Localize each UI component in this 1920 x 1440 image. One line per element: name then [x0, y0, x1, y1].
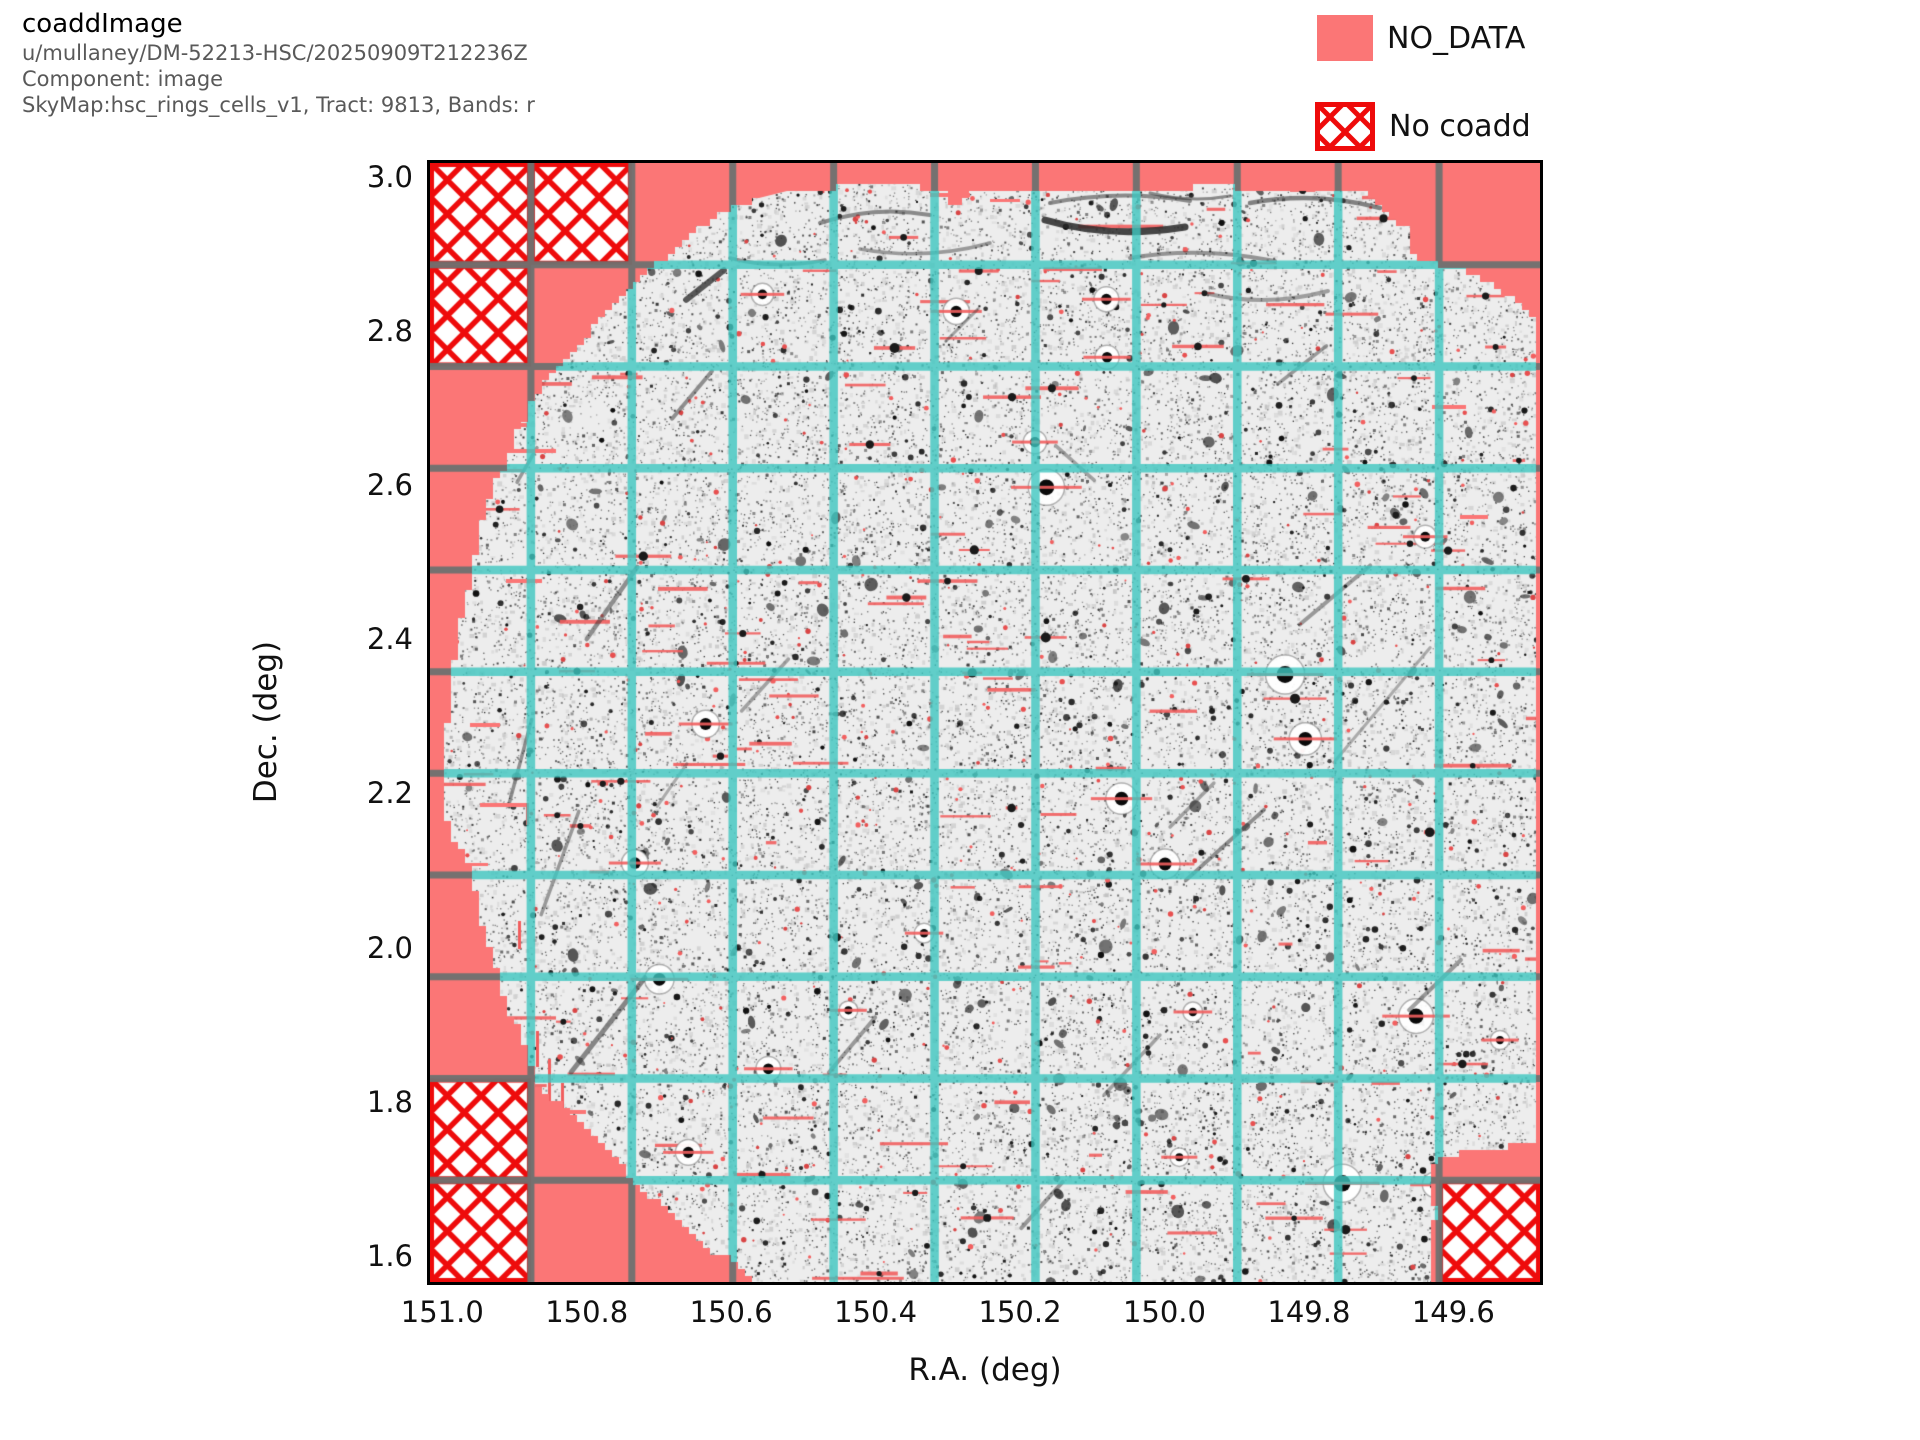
no-coadd-swatch	[1315, 102, 1375, 151]
legend-item-no-data: NO_DATA	[1317, 15, 1525, 61]
x-axis-label: R.A. (deg)	[908, 1352, 1062, 1388]
x-tick-label: 150.6	[689, 1295, 773, 1329]
y-tick-label: 2.6	[366, 468, 413, 503]
x-tick-label: 151.0	[400, 1295, 484, 1329]
x-tick-label: 150.4	[834, 1295, 918, 1329]
no-data-label: NO_DATA	[1387, 20, 1526, 56]
y-tick-label: 1.6	[366, 1238, 413, 1273]
no-coadd-label: No coadd	[1389, 109, 1531, 144]
figure-title: coaddImage	[22, 9, 183, 39]
figure-header: coaddImage u/mullaney/DM-52213-HSC/20250…	[22, 8, 535, 118]
y-tick-label: 3.0	[366, 159, 413, 194]
x-tick-label: 149.6	[1411, 1295, 1495, 1329]
y-tick-label: 2.8	[366, 314, 413, 348]
legend-item-no-coadd: No coadd	[1315, 102, 1531, 151]
y-tick-label: 2.4	[366, 622, 413, 657]
y-axis-label: Dec. (deg)	[248, 640, 284, 804]
x-tick-label: 150.8	[545, 1295, 629, 1329]
y-tick-label: 2.0	[366, 930, 413, 965]
x-tick-label: 149.8	[1267, 1295, 1351, 1329]
no-data-swatch	[1317, 15, 1373, 61]
sky-image-canvas	[430, 163, 1540, 1282]
skymap-line: SkyMap:hsc_rings_cells_v1, Tract: 9813, …	[22, 93, 535, 117]
y-tick-label: 2.2	[366, 776, 413, 811]
x-tick-label: 150.0	[1122, 1295, 1206, 1329]
collection-line: u/mullaney/DM-52213-HSC/20250909T212236Z	[22, 41, 528, 65]
x-tick-label: 150.2	[978, 1295, 1062, 1329]
component-line: Component: image	[22, 67, 224, 91]
y-tick-label: 1.8	[366, 1084, 413, 1119]
